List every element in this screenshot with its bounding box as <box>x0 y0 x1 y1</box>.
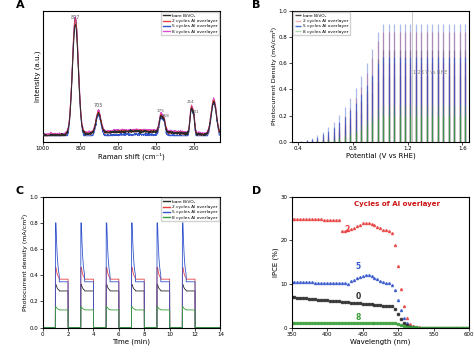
Text: 0: 0 <box>356 292 361 301</box>
Legend: bare BiVO₄, 2 cycles Al overlayer, 5 cycles Al overlayer, 8 cycles Al overlayer: bare BiVO₄, 2 cycles Al overlayer, 5 cyc… <box>162 198 219 221</box>
Text: B: B <box>252 0 261 10</box>
Text: 5: 5 <box>356 262 361 271</box>
Y-axis label: IPCE (%): IPCE (%) <box>273 247 279 277</box>
Text: C: C <box>16 186 24 196</box>
Text: 358: 358 <box>161 114 169 118</box>
Legend: bare BiVO₄, 2 cycles Al overlayer, 5 cycles Al overlayer, 8 cycles Al overlayer: bare BiVO₄, 2 cycles Al overlayer, 5 cyc… <box>162 12 219 36</box>
Text: 201: 201 <box>191 110 199 114</box>
Text: 8: 8 <box>356 313 361 322</box>
X-axis label: Raman shift (cm⁻¹): Raman shift (cm⁻¹) <box>98 152 165 160</box>
Text: 2: 2 <box>345 225 350 234</box>
Y-axis label: Intensity (a.u.): Intensity (a.u.) <box>35 50 41 102</box>
Text: Cycles of Al overlayer: Cycles of Al overlayer <box>354 201 440 207</box>
Text: 375: 375 <box>156 109 164 113</box>
Y-axis label: Photocurrent Density (mA/cm²): Photocurrent Density (mA/cm²) <box>271 27 277 125</box>
Legend: bare BiVO₄, 2 cycles Al overlayer, 5 cycles Al overlayer, 8 cycles Al overlayer: bare BiVO₄, 2 cycles Al overlayer, 5 cyc… <box>293 12 350 36</box>
Text: 214: 214 <box>186 100 194 104</box>
Text: A: A <box>16 0 25 10</box>
Text: 705: 705 <box>94 103 103 108</box>
Y-axis label: Photocurrent density (mA/cm²): Photocurrent density (mA/cm²) <box>22 213 28 311</box>
X-axis label: Potential (V vs RHE): Potential (V vs RHE) <box>346 152 415 159</box>
Text: 827: 827 <box>71 15 80 21</box>
Text: 1.23 V vs RHE: 1.23 V vs RHE <box>413 69 447 75</box>
X-axis label: Time (min): Time (min) <box>112 338 151 345</box>
Text: D: D <box>252 186 262 196</box>
X-axis label: Wavelength (nm): Wavelength (nm) <box>350 338 410 345</box>
